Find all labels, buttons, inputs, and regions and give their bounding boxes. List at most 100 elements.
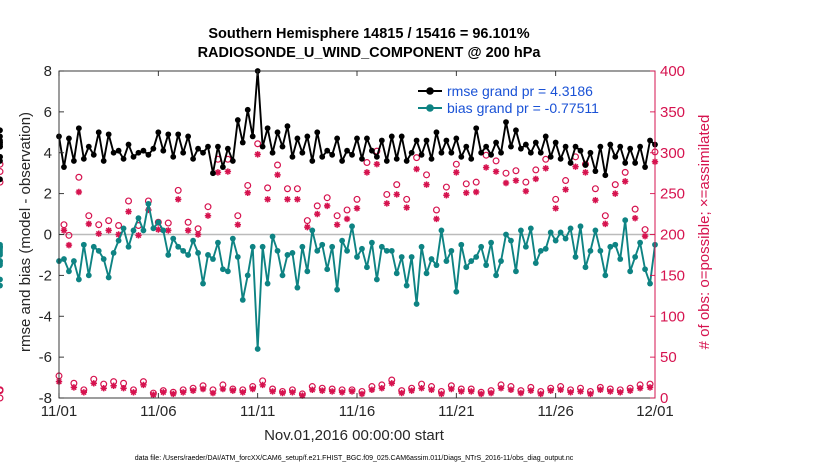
- x-tick-label: 11/06: [140, 403, 176, 420]
- rmse-point: [75, 125, 82, 132]
- rmse-point: [433, 129, 440, 136]
- rmse-point: [369, 147, 375, 154]
- obs-assimilated-point: [537, 390, 544, 398]
- rmse-point: [105, 131, 112, 138]
- y-axis-left: -8 -6 -4 -2 0 2 4 6 8: [39, 63, 64, 407]
- obs-assimilated-point: [214, 169, 222, 176]
- bias-point: [269, 233, 276, 240]
- rmse-point: [622, 160, 629, 166]
- obs-assimilated-series: [56, 151, 659, 399]
- bias-point: [61, 256, 67, 262]
- bias-point: [463, 264, 470, 271]
- rmse-point: [577, 147, 584, 154]
- obs-possible-point: [0, 394, 4, 402]
- rmse-point: [612, 153, 619, 160]
- obs-assimilated-point: [244, 189, 251, 197]
- rmse-point: [607, 141, 614, 148]
- obs-assimilated-point: [80, 389, 88, 396]
- bias-point: [125, 243, 132, 250]
- bias-point: [200, 280, 206, 287]
- obs-assimilated-point: [165, 227, 172, 234]
- legend-rmse-label: rmse grand pr = 4.3186: [447, 83, 593, 99]
- y-tick-label: 8: [44, 63, 52, 80]
- obs-possible-point: [502, 169, 510, 177]
- bias-point: [527, 225, 534, 232]
- rmse-point: [557, 155, 564, 162]
- rmse-point: [542, 133, 549, 140]
- rmse-point: [413, 137, 420, 144]
- rmse-point: [294, 135, 301, 142]
- bias-point: [403, 282, 410, 289]
- bias-point: [0, 282, 3, 289]
- bias-point: [617, 256, 624, 262]
- bias-point: [398, 254, 405, 260]
- rmse-point: [304, 133, 311, 140]
- rmse-point: [617, 143, 624, 150]
- bias-point: [66, 268, 72, 275]
- bias-point: [90, 243, 97, 250]
- obs-assimilated-point: [85, 220, 92, 228]
- rmse-point: [552, 139, 559, 146]
- rmse-point: [180, 149, 187, 156]
- obs-assimilated-point: [532, 175, 539, 183]
- obs-assimilated-point: [100, 384, 107, 392]
- y2-tick-label: 150: [660, 267, 685, 284]
- obs-assimilated-point: [279, 389, 286, 397]
- obs-assimilated-point: [612, 190, 619, 197]
- obs-assimilated-point: [160, 389, 167, 396]
- obs-assimilated-point: [115, 231, 122, 238]
- rmse-point: [175, 131, 182, 138]
- rmse-point: [160, 147, 167, 154]
- bias-point: [274, 247, 281, 254]
- obs-assimilated-point: [254, 151, 261, 158]
- obs-possible-point: [403, 195, 411, 203]
- rmse-point: [592, 168, 599, 175]
- bias-point: [498, 258, 504, 264]
- bias-point: [0, 276, 3, 283]
- y2-axis-label: # of obs: o=possible; ×=assimilated: [696, 115, 713, 350]
- bias-point: [354, 254, 360, 260]
- obs-assimilated-point: [120, 384, 127, 392]
- bias-point: [329, 243, 336, 250]
- bias-point: [637, 239, 643, 246]
- rmse-point: [428, 155, 435, 162]
- obs-possible-point: [204, 203, 212, 211]
- bias-point: [493, 272, 499, 279]
- y2-tick-label: 100: [660, 308, 685, 325]
- rmse-point: [597, 143, 604, 150]
- obs-possible-point: [115, 222, 123, 230]
- bias-point: [0, 243, 3, 250]
- obs-assimilated-point: [105, 227, 112, 234]
- obs-possible-point: [184, 218, 192, 226]
- rmse-point: [279, 143, 286, 150]
- obs-assimilated-point: [189, 387, 197, 394]
- bias-point: [249, 243, 256, 250]
- obs-assimilated-point: [557, 386, 564, 394]
- bias-point: [195, 249, 201, 256]
- rmse-point: [120, 155, 127, 162]
- bias-point: [224, 268, 231, 275]
- rmse-point: [80, 155, 87, 162]
- rmse-point: [314, 129, 321, 136]
- obs-assimilated-point: [314, 210, 321, 218]
- bias-point: [532, 260, 539, 267]
- rmse-point: [115, 147, 122, 154]
- x-tick-label: 11/01: [41, 403, 77, 420]
- rmse-point: [155, 129, 162, 136]
- rmse-point: [264, 125, 271, 132]
- obs-assimilated-point: [413, 165, 420, 173]
- rmse-point: [468, 155, 475, 162]
- obs-assimilated-point: [324, 202, 331, 210]
- obs-assimilated-point: [90, 380, 97, 387]
- bias-point: [508, 237, 514, 244]
- bias-point: [160, 227, 167, 234]
- obs-assimilated-point: [130, 389, 137, 396]
- obs-assimilated-point: [473, 188, 480, 196]
- rmse-point: [274, 129, 281, 136]
- bias-point: [190, 237, 197, 244]
- rmse-point: [359, 155, 365, 162]
- plot-area: 11/01 11/06 11/11 11/16 11/21 11/26 12/01 -8 -6…: [0, 63, 685, 420]
- bias-point: [503, 231, 509, 238]
- bias-point: [205, 252, 211, 258]
- bias-point: [309, 227, 316, 234]
